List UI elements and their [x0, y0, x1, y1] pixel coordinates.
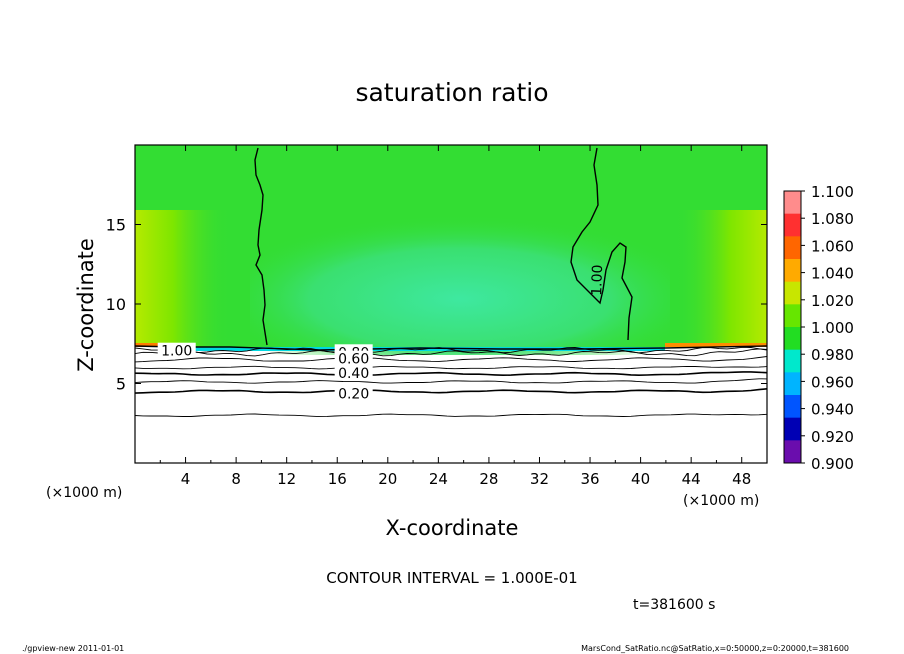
contour-line — [135, 388, 767, 394]
x-tick-label: 20 — [378, 470, 397, 488]
left-edge-hotspot — [135, 343, 175, 347]
lower-contours — [135, 346, 767, 418]
x-unit-label-right: (×1000 m) — [683, 493, 759, 509]
y-tick-label: 15 — [106, 216, 126, 235]
colorbar: 1.100 1.080 1.060 1.040 1.020 1.000 0.980 0.960… — [783, 183, 854, 473]
contour-label: 0.60 — [338, 352, 369, 368]
contour-1-00-right — [570, 147, 633, 341]
contour-line — [135, 365, 767, 370]
interface-band — [175, 347, 665, 351]
x-tick-label: 16 — [328, 470, 347, 488]
colorbar-swatch — [784, 259, 801, 283]
x-tick-label: 40 — [631, 470, 650, 488]
right-warm-region — [675, 210, 767, 347]
colorbar-swatch — [784, 440, 801, 464]
colorbar-tick-label: 1.060 — [811, 237, 854, 255]
colorbar-swatch — [784, 304, 801, 328]
colorbar-tick-label: 1.040 — [811, 265, 854, 283]
left-warm-region — [135, 210, 230, 347]
x-tick-label: 4 — [181, 470, 191, 488]
x-tick-label: 32 — [530, 470, 549, 488]
colorbar-swatch — [784, 327, 801, 351]
footer-left: ./gpview-new 2011-01-01 — [22, 644, 124, 653]
contour-label-bg — [334, 350, 373, 365]
colorbar-swatch — [784, 417, 801, 441]
contour-label: 1.00 — [589, 264, 606, 296]
contour-label-bg — [157, 342, 196, 357]
colorbar-swatch — [784, 213, 801, 237]
contour-labels: 1.001.000.800.600.400.20 — [157, 264, 606, 403]
contour-line — [135, 371, 767, 377]
colorbar-tick-label: 1.000 — [811, 319, 854, 337]
colorbar-swatch — [784, 349, 801, 373]
center-cool-region — [250, 215, 670, 355]
x-unit-label-left: (×1000 m) — [46, 485, 122, 501]
contour-line — [135, 348, 767, 357]
footer-right: MarsCond_SatRatio.nc@SatRatio,x=0:50000,… — [581, 644, 849, 653]
time-text: t=381600 s — [633, 597, 715, 613]
contour-interval-text: CONTOUR INTERVAL = 1.000E-01 — [326, 569, 577, 587]
x-tick-label: 8 — [231, 470, 241, 488]
x-tick-label: 36 — [580, 470, 599, 488]
contour-label: 0.40 — [338, 366, 369, 382]
colorbar-tick-label: 1.100 — [811, 183, 854, 201]
colorbar-swatch — [784, 236, 801, 260]
contour-1-00-left — [254, 147, 268, 346]
x-tick-label: 48 — [732, 470, 751, 488]
x-tick-label: 28 — [479, 470, 498, 488]
contour-line — [135, 413, 767, 418]
colorbar-swatch — [784, 191, 801, 215]
y-tick-label: 5 — [116, 375, 126, 394]
colorbar-tick-label: 0.920 — [811, 428, 854, 446]
x-tick-label: 24 — [429, 470, 448, 488]
contour-label: 1.00 — [161, 344, 192, 360]
colorbar-tick-label: 1.020 — [811, 292, 854, 310]
y-tick-label: 10 — [106, 295, 126, 314]
x-tick-label: 44 — [682, 470, 701, 488]
colorbar-tick-label: 0.900 — [811, 455, 854, 473]
colorbar-swatch — [784, 281, 801, 305]
colorbar-tick-label: 0.980 — [811, 346, 854, 364]
x-axis-label: X-coordinate — [386, 516, 519, 540]
colorbar-swatch — [784, 372, 801, 396]
contour-label-bg — [334, 364, 373, 379]
x-tick-label: 12 — [277, 470, 296, 488]
contour-label: 0.20 — [338, 387, 369, 403]
y-axis-ticks: 5 10 15 — [106, 216, 767, 394]
y-axis-label: Z-coordinate — [74, 238, 98, 372]
x-axis-ticks: 4 8 12 16 20 24 28 32 36 40 44 48 — [159, 145, 751, 488]
plot-area: 1.001.000.800.600.400.20 — [135, 145, 767, 463]
contour-line — [135, 378, 767, 384]
colorbar-swatch — [784, 395, 801, 419]
contour-line — [135, 346, 767, 354]
colorbar-tick-label: 0.940 — [811, 401, 854, 419]
contour-label-bg — [334, 385, 373, 400]
chart-title: saturation ratio — [355, 78, 548, 107]
contour-line — [135, 356, 767, 363]
right-edge-hotspot — [665, 343, 767, 347]
colorbar-tick-label: 0.960 — [811, 373, 854, 391]
colorbar-tick-label: 1.080 — [811, 210, 854, 228]
